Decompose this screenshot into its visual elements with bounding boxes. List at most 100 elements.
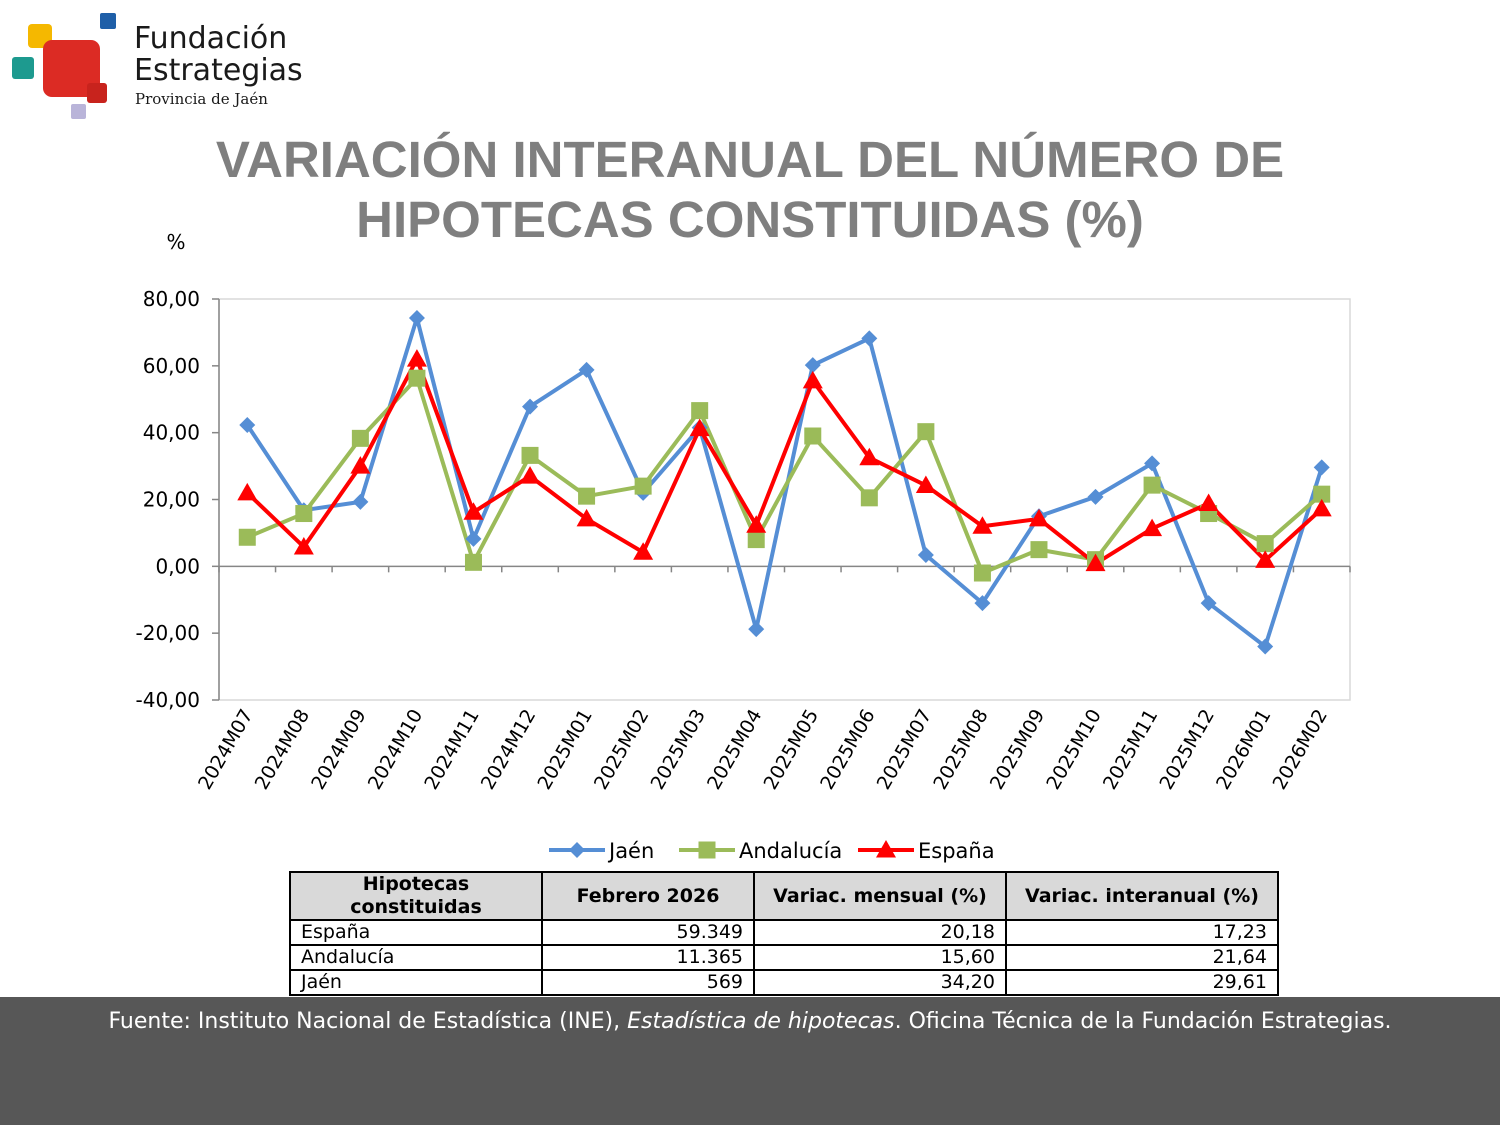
- data-point-espana: [1085, 553, 1106, 572]
- y-tick-label: 40,00: [143, 421, 200, 445]
- table-cell: 29,61: [1005, 969, 1279, 996]
- data-point-jaen: [1257, 638, 1274, 655]
- table-cell: Jaén: [289, 969, 543, 996]
- data-point-andalucia: [351, 429, 369, 447]
- table-cell: 59.349: [541, 919, 755, 946]
- data-point-espana: [350, 456, 371, 474]
- data-point-espana: [802, 370, 823, 389]
- x-tick-label: 2024M10: [364, 706, 428, 794]
- data-point-espana: [689, 418, 710, 437]
- legend-label-jaen: Jaén: [607, 839, 654, 863]
- x-tick-label: 2025M02: [590, 706, 654, 794]
- data-point-andalucia: [634, 477, 652, 495]
- table-header-cell: Hipotecas constituidas: [289, 871, 543, 921]
- x-tick-label: 2024M09: [307, 706, 371, 794]
- data-point-espana: [859, 447, 880, 466]
- y-tick-label: 80,00: [143, 287, 200, 311]
- legend-item-espana: España: [858, 839, 995, 863]
- table-cell: 34,20: [753, 969, 1007, 996]
- logo-line2: Estrategias: [134, 53, 303, 88]
- table-row: Jaén 569 34,20 29,61: [289, 969, 1279, 996]
- table-row: Andalucía 11.365 15,60 21,64: [289, 944, 1279, 971]
- y-tick-label: 0,00: [155, 554, 200, 578]
- data-point-andalucia: [238, 528, 256, 546]
- table-header-cell: Febrero 2026: [541, 871, 755, 921]
- x-tick-label: 2025M04: [703, 706, 767, 794]
- legend-item-jaen: Jaén: [549, 839, 654, 863]
- logo-square-red-small: [87, 83, 107, 103]
- legend-label-espana: España: [918, 839, 995, 863]
- source-prefix: Fuente: Instituto Nacional de Estadístic…: [108, 1009, 628, 1034]
- data-point-andalucia: [747, 531, 765, 549]
- legend-marker-andalucia: [698, 841, 716, 859]
- table-cell: Andalucía: [289, 944, 543, 971]
- data-point-espana: [1142, 518, 1163, 537]
- title-line2: HIPOTECAS CONSTITUIDAS (%): [356, 191, 1144, 248]
- data-point-andalucia: [464, 553, 482, 571]
- x-tick-label: 2025M01: [533, 706, 597, 794]
- data-point-jaen: [917, 546, 934, 563]
- data-point-jaen: [861, 330, 878, 347]
- title-line1: VARIACIÓN INTERANUAL DEL NÚMERO DE: [215, 131, 1285, 188]
- x-tick-label: 2025M12: [1155, 706, 1219, 794]
- x-tick-label: 2025M05: [760, 706, 824, 794]
- table-header-cell: Variac. mensual (%): [753, 871, 1007, 921]
- data-point-jaen: [352, 493, 369, 510]
- logo-square-teal: [12, 57, 34, 79]
- table-row: España 59.349 20,18 17,23: [289, 919, 1279, 946]
- y-tick-label: -40,00: [136, 688, 200, 712]
- legend-item-andalucia: Andalucía: [679, 839, 842, 863]
- data-point-espana: [576, 508, 597, 527]
- data-point-andalucia: [1143, 476, 1161, 494]
- series-markers-espana: [237, 349, 1332, 572]
- source-suffix: . Oficina Técnica de la Fundación Estrat…: [894, 1009, 1392, 1034]
- y-axis-label: %: [166, 230, 185, 254]
- data-point-jaen: [1144, 455, 1161, 472]
- data-point-espana: [406, 349, 427, 367]
- data-point-jaen: [804, 357, 821, 374]
- data-point-espana: [237, 482, 258, 501]
- data-point-andalucia: [1256, 535, 1274, 553]
- data-point-espana: [1311, 498, 1332, 517]
- data-point-andalucia: [973, 564, 991, 582]
- logo-square-red-large: [43, 40, 100, 97]
- data-point-jaen: [408, 310, 425, 327]
- data-point-espana: [293, 536, 314, 555]
- logo-square-yellow: [28, 24, 52, 48]
- data-point-jaen: [1200, 595, 1217, 612]
- table-cell: España: [289, 919, 543, 946]
- data-point-espana: [1028, 508, 1049, 527]
- data-point-andalucia: [578, 487, 596, 505]
- source-note: Fuente: Instituto Nacional de Estadístic…: [0, 1009, 1500, 1034]
- series-markers-andalucia: [238, 369, 1331, 582]
- y-tick-label: 20,00: [143, 488, 200, 512]
- data-point-jaen: [239, 416, 256, 433]
- data-point-andalucia: [521, 446, 539, 464]
- x-tick-label: 2025M09: [986, 706, 1050, 794]
- table-cell: 17,23: [1005, 919, 1279, 946]
- logo-square-blue: [100, 13, 116, 29]
- table-header-row: Hipotecas constituidas Febrero 2026 Vari…: [289, 871, 1279, 921]
- data-point-espana: [1255, 550, 1276, 568]
- data-point-jaen: [465, 530, 482, 547]
- x-tick-label: 2024M08: [251, 706, 315, 794]
- source-title: Estadística de hipotecas: [627, 1009, 895, 1034]
- data-point-espana: [633, 542, 654, 560]
- data-point-jaen: [1313, 459, 1330, 476]
- data-point-jaen: [974, 595, 991, 612]
- data-point-andalucia: [1030, 541, 1048, 559]
- data-point-andalucia: [408, 369, 426, 387]
- data-point-jaen: [1087, 488, 1104, 505]
- x-tick-label: 2026M01: [1212, 706, 1276, 794]
- table-header-cell: Variac. interanual (%): [1005, 871, 1279, 921]
- data-point-espana: [463, 502, 484, 520]
- series-line-andalucia: [246, 376, 1324, 576]
- y-tick-label: 60,00: [143, 354, 200, 378]
- x-tick-label: 2025M11: [1099, 706, 1163, 794]
- table-cell: 21,64: [1005, 944, 1279, 971]
- table-cell: 20,18: [753, 919, 1007, 946]
- x-tick-label: 2024M11: [420, 706, 484, 794]
- data-point-espana: [520, 466, 541, 484]
- table-cell: 11.365: [541, 944, 755, 971]
- x-tick-label: 2025M03: [646, 706, 710, 794]
